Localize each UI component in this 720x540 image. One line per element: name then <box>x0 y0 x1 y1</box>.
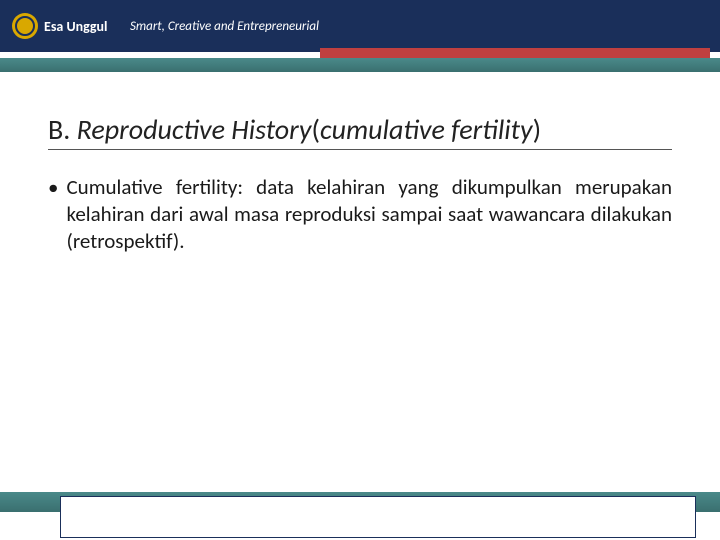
title-main-italic: Reproductive History <box>77 112 312 147</box>
title-prefix: B. <box>48 112 77 147</box>
logo-block: Esa Unggul <box>12 13 108 39</box>
slide-title: B. Reproductive History(cumulative ferti… <box>48 112 672 150</box>
title-paren-inner: cumulative fertility <box>320 112 533 147</box>
logo-text: Esa Unggul <box>44 18 108 35</box>
footer-box <box>60 496 696 538</box>
bullet-item: • Cumulative fertility: data kelahiran y… <box>48 174 672 255</box>
header-tagline: Smart, Creative and Entrepreneurial <box>130 19 319 34</box>
footer <box>0 492 720 540</box>
slide-content: B. Reproductive History(cumulative ferti… <box>0 72 720 255</box>
header-bar: Esa Unggul Smart, Creative and Entrepren… <box>0 0 720 52</box>
title-paren-open: ( <box>311 112 320 147</box>
globe-logo-icon <box>12 13 38 39</box>
bullet-text: Cumulative fertility: data kelahiran yan… <box>66 174 672 255</box>
title-paren-close: ) <box>533 112 542 147</box>
teal-band-top <box>0 58 720 72</box>
bullet-dot-icon: • <box>48 174 58 201</box>
accent-red-line <box>320 48 710 58</box>
